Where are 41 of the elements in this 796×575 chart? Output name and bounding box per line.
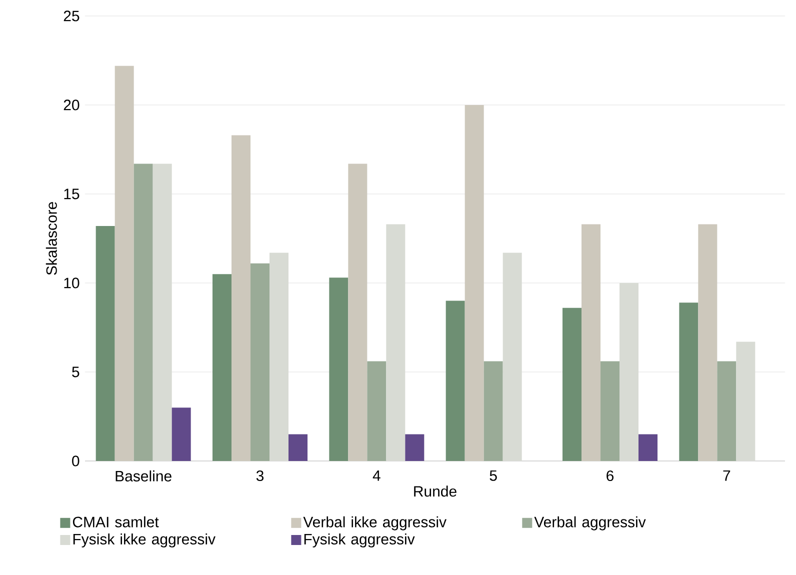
bar <box>250 263 270 461</box>
y-tick-label: 20 <box>64 100 80 110</box>
y-tick-label: 25 <box>64 10 80 22</box>
bar <box>464 104 484 461</box>
x-tick-label: 7 <box>723 470 730 481</box>
y-tick-label: 5 <box>72 366 80 378</box>
bar <box>484 361 503 461</box>
bar <box>367 361 386 461</box>
bar <box>96 226 115 461</box>
y-tick-label: 0 <box>72 456 80 466</box>
bar <box>212 274 232 461</box>
bar <box>329 278 348 461</box>
legend-label: Verbal ikke aggressiv <box>303 516 446 530</box>
bar <box>582 224 601 461</box>
legend-label: Fysisk ikke aggressiv <box>73 533 216 548</box>
bar <box>134 164 153 461</box>
bar <box>638 434 658 461</box>
bar <box>717 361 736 461</box>
x-tick-label: 3 <box>256 470 264 482</box>
x-axis-title: Runde <box>414 486 456 497</box>
bar <box>114 66 134 461</box>
bar <box>288 434 308 461</box>
legend-label: CMAI samlet <box>72 516 159 528</box>
bar <box>562 308 582 461</box>
bar <box>600 361 620 461</box>
x-tick-label: 5 <box>490 470 497 481</box>
x-tick-label: Baseline <box>116 470 172 482</box>
bar <box>679 302 698 461</box>
y-tick-label: 15 <box>64 188 80 200</box>
y-axis-title: Skalascore <box>46 202 57 275</box>
x-tick-label: 4 <box>372 470 380 481</box>
legend-label: Verbal aggressiv <box>534 516 646 530</box>
bar <box>698 224 718 461</box>
bar <box>446 300 465 461</box>
bar <box>172 408 191 461</box>
y-tick-label: 10 <box>64 278 80 288</box>
bar <box>405 434 424 461</box>
legend-label: Fysisk aggressiv <box>304 533 415 548</box>
bar <box>232 135 251 461</box>
x-tick-label: 6 <box>606 470 614 482</box>
bar <box>348 164 368 461</box>
